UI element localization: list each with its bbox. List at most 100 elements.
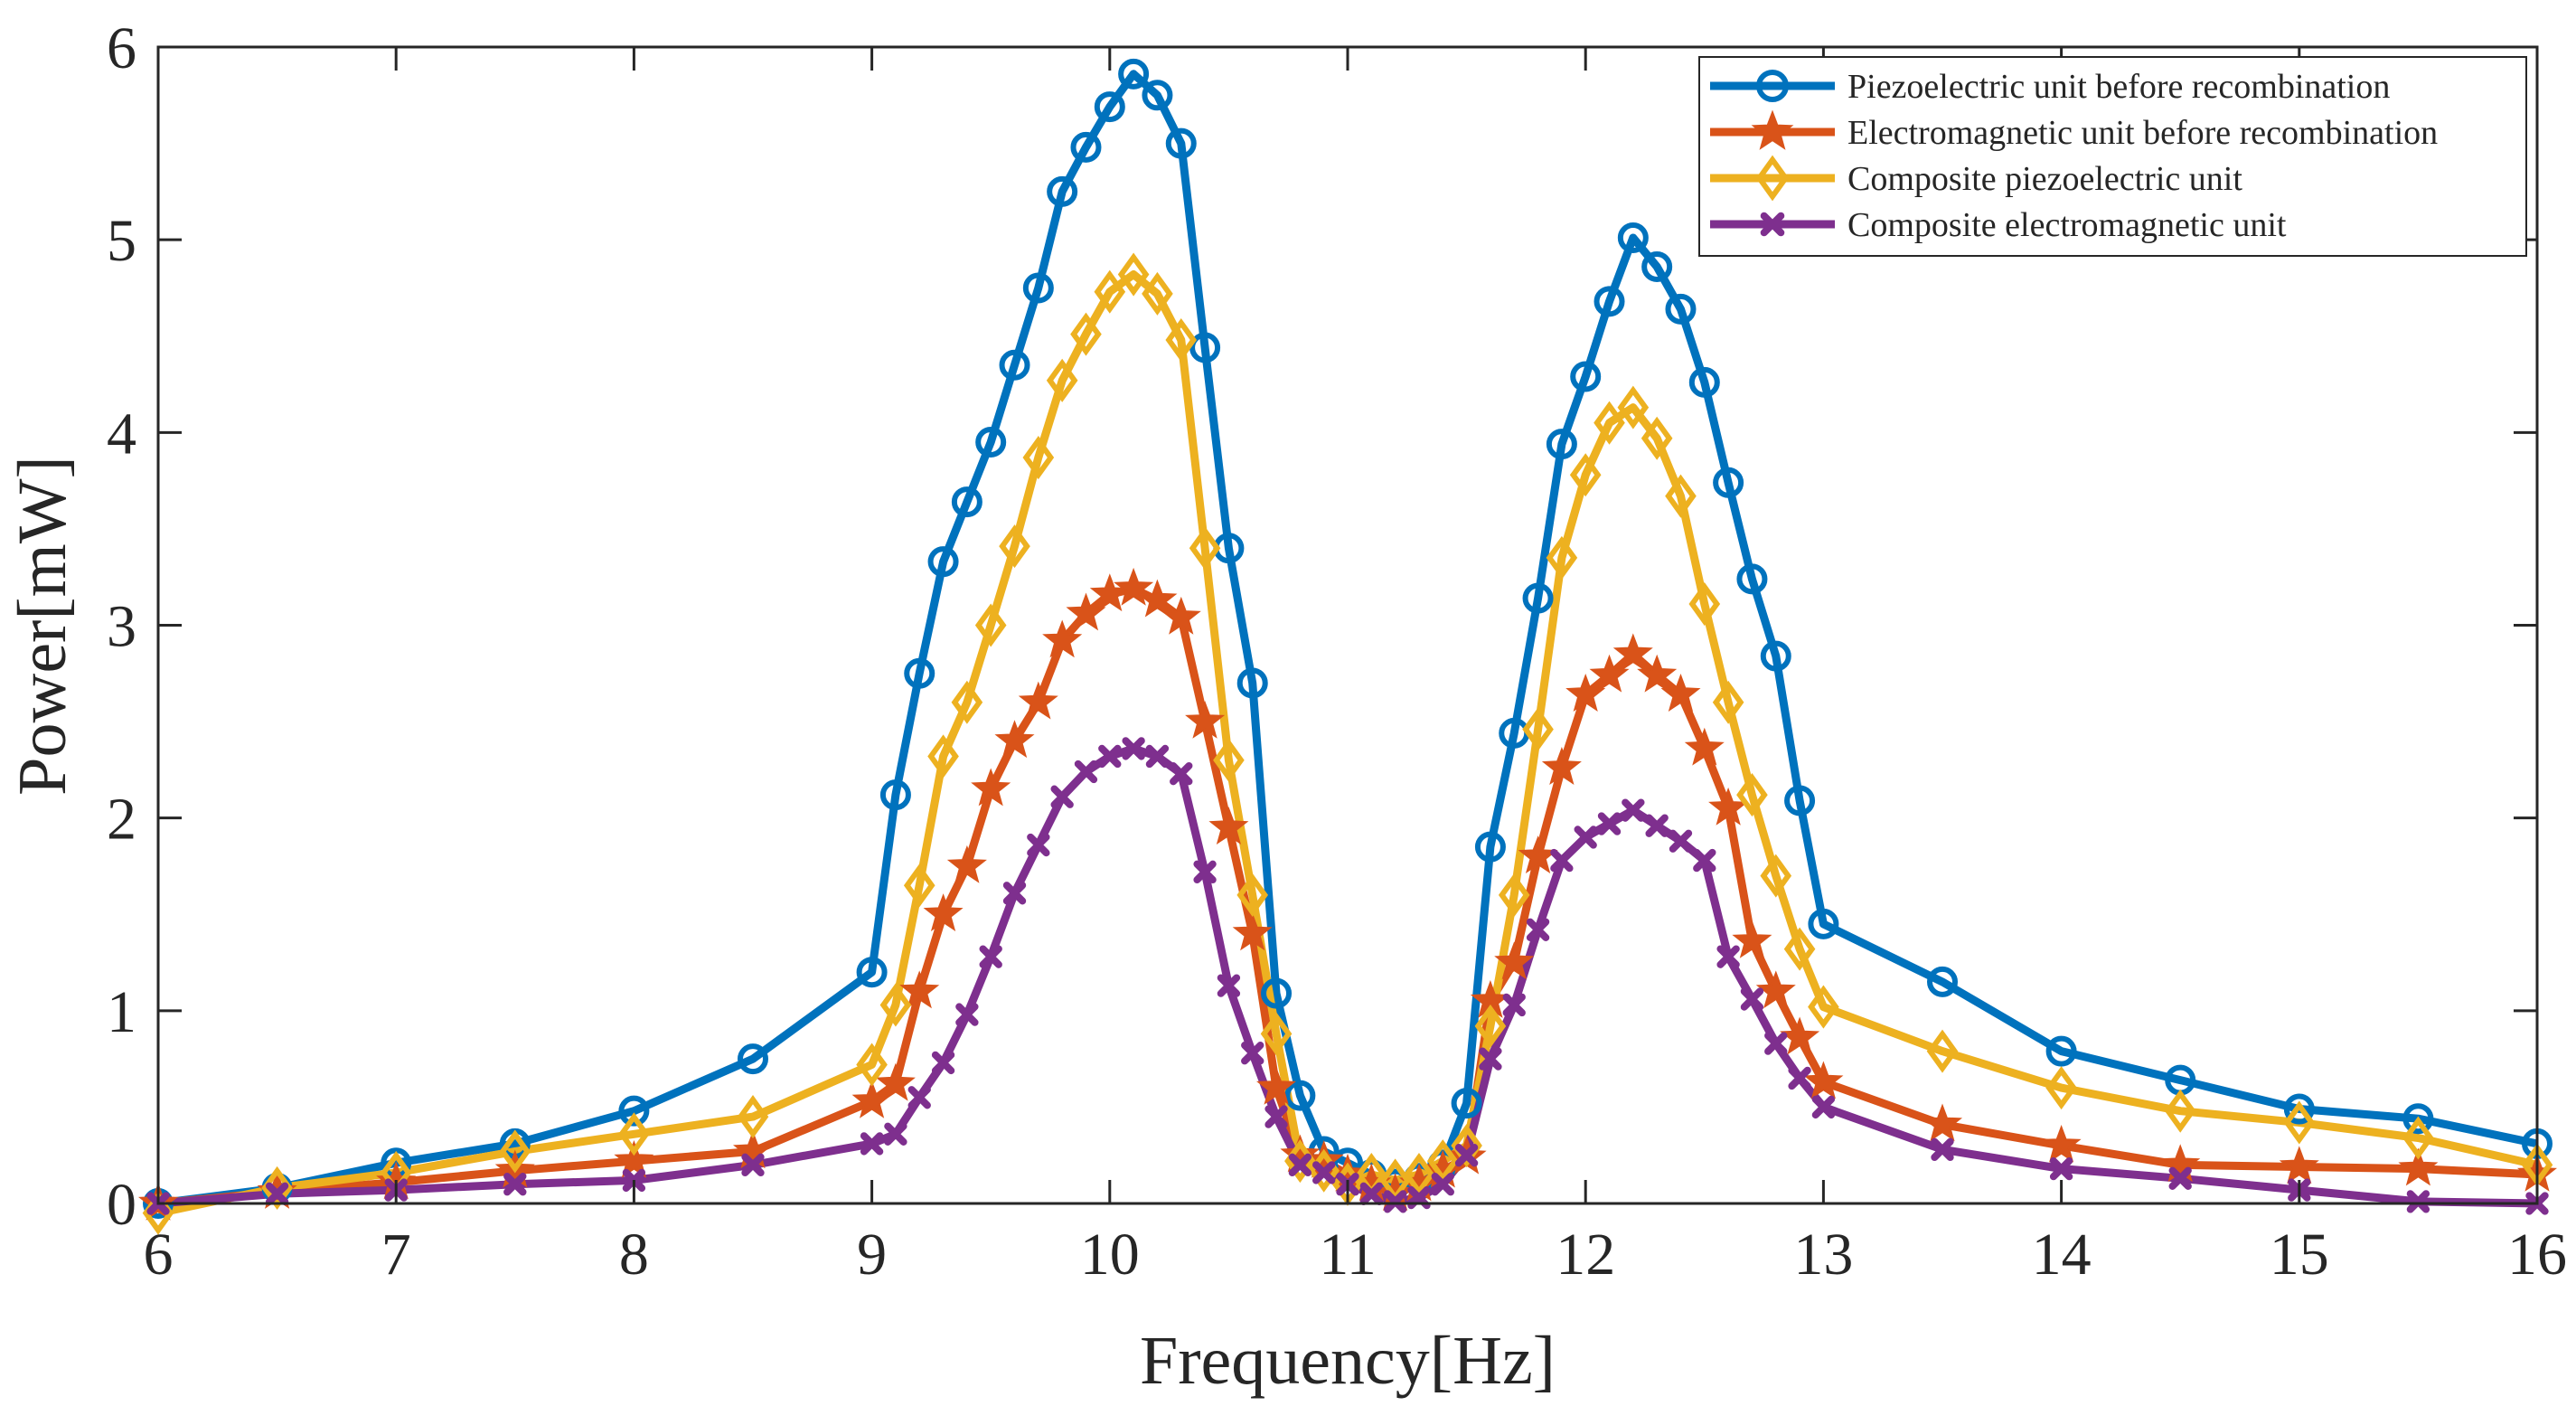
data-point-s4-23 (1241, 1042, 1264, 1065)
data-point-s4-2 (265, 1182, 289, 1206)
data-point-s1-49 (2045, 1035, 2077, 1067)
data-point-s4-52 (2406, 1190, 2430, 1213)
data-point-s2-9 (899, 970, 940, 1009)
data-point-s1-32 (1451, 1088, 1482, 1119)
data-point-s4-33 (1479, 1047, 1502, 1071)
data-point-s3-7 (856, 1043, 888, 1087)
data-point-s1-11 (951, 486, 982, 518)
data-point-s1-38 (1594, 286, 1625, 317)
data-point-s1-43 (1713, 467, 1744, 498)
data-point-s3-46 (1783, 927, 1816, 971)
data-point-s2-13 (994, 720, 1035, 759)
data-point-s2-22 (1208, 807, 1249, 845)
data-point-s2-6 (732, 1130, 774, 1169)
data-point-s1-9 (904, 657, 935, 689)
data-point-s4-37 (1574, 826, 1597, 849)
data-point-s1-51 (2283, 1093, 2315, 1125)
data-point-s4-45 (1764, 1032, 1788, 1055)
data-point-s4-28 (1359, 1182, 1383, 1206)
data-point-s1-47 (1808, 908, 1839, 939)
x-axis-label: Frequency[Hz] (1140, 1323, 1556, 1399)
data-point-s3-38 (1594, 401, 1625, 445)
data-point-s4-44 (1740, 987, 1764, 1011)
data-point-s2-49 (2041, 1124, 2082, 1163)
data-point-s4-38 (1597, 812, 1622, 835)
data-point-s4-31 (1431, 1173, 1454, 1196)
data-point-s1-8 (879, 779, 911, 811)
data-point-s1-44 (1736, 563, 1768, 595)
data-point-s1-35 (1522, 582, 1554, 614)
data-point-s2-8 (875, 1062, 916, 1101)
data-point-s4-32 (1454, 1144, 1479, 1167)
data-point-s3-44 (1736, 773, 1768, 817)
data-point-s3-49 (2045, 1066, 2077, 1110)
data-point-s2-45 (1755, 970, 1796, 1009)
data-point-s3-31 (1426, 1139, 1459, 1184)
legend-marker-2 (1751, 109, 1794, 150)
data-point-s1-21 (1189, 332, 1221, 363)
data-point-s3-15 (1046, 358, 1078, 402)
data-point-s4-40 (1645, 814, 1669, 837)
data-point-s1-5 (618, 1095, 650, 1127)
y-tick-label: 2 (107, 787, 136, 853)
y-axis-label: Power[mW] (5, 456, 80, 796)
data-point-s4-41 (1669, 829, 1693, 853)
data-point-s3-16 (1070, 312, 1102, 356)
data-point-s2-42 (1684, 727, 1725, 766)
data-point-s3-13 (999, 524, 1030, 569)
data-point-s1-17 (1094, 91, 1125, 123)
data-point-s4-21 (1193, 860, 1217, 884)
legend-marker-3 (1755, 155, 1790, 202)
data-point-s3-10 (927, 734, 959, 778)
data-point-s3-5 (618, 1112, 650, 1156)
data-point-s2-44 (1732, 920, 1772, 958)
data-point-s2-52 (2398, 1147, 2439, 1186)
data-point-s4-14 (1027, 833, 1050, 857)
data-point-s4-11 (955, 1003, 979, 1026)
data-point-s3-34 (1498, 873, 1530, 917)
data-point-s4-17 (1098, 744, 1122, 769)
data-point-s1-25 (1284, 1080, 1316, 1111)
data-point-s1-24 (1261, 977, 1293, 1009)
data-point-s3-14 (1022, 436, 1055, 480)
data-point-s3-17 (1094, 269, 1126, 314)
plot-markers (137, 58, 2558, 1235)
data-point-s1-15 (1047, 175, 1078, 207)
data-point-s1-42 (1688, 366, 1720, 398)
data-point-s4-35 (1526, 918, 1550, 941)
data-point-s1-14 (1022, 272, 1054, 304)
data-point-s3-45 (1760, 854, 1792, 898)
data-point-s4-24 (1264, 1105, 1288, 1128)
data-point-s4-10 (931, 1051, 955, 1075)
data-point-s3-9 (903, 863, 935, 908)
legend: Piezoelectric unit before recombination E… (1698, 56, 2527, 257)
data-point-s3-2 (261, 1165, 293, 1210)
data-point-s4-43 (1716, 945, 1740, 968)
data-point-s4-9 (907, 1086, 931, 1109)
data-point-s3-6 (737, 1095, 769, 1139)
data-point-s1-6 (738, 1043, 768, 1075)
data-point-s4-6 (741, 1153, 765, 1177)
data-point-s3-24 (1260, 1012, 1293, 1056)
data-point-s4-50 (2168, 1166, 2192, 1190)
data-point-s1-13 (999, 349, 1030, 381)
y-tick-label: 3 (107, 594, 136, 660)
data-point-s2-34 (1494, 941, 1535, 980)
x-tick-label: 13 (1793, 1222, 1853, 1288)
data-point-s4-29 (1383, 1190, 1407, 1213)
data-point-s3-4 (499, 1129, 531, 1174)
data-point-s2-36 (1541, 747, 1582, 786)
data-point-s2-12 (971, 768, 1011, 807)
data-point-s3-12 (974, 603, 1007, 647)
data-point-s1-16 (1070, 131, 1102, 163)
data-point-s1-39 (1617, 222, 1649, 254)
data-point-s4-47 (1811, 1095, 1836, 1119)
data-point-s4-13 (1002, 882, 1027, 905)
legend-label-4: Composite electromagnetic unit (1847, 206, 2287, 244)
y-tick-label: 4 (107, 401, 136, 467)
data-point-s4-16 (1074, 760, 1098, 784)
data-point-s4-49 (2049, 1156, 2073, 1181)
data-point-s1-19 (1142, 80, 1173, 111)
